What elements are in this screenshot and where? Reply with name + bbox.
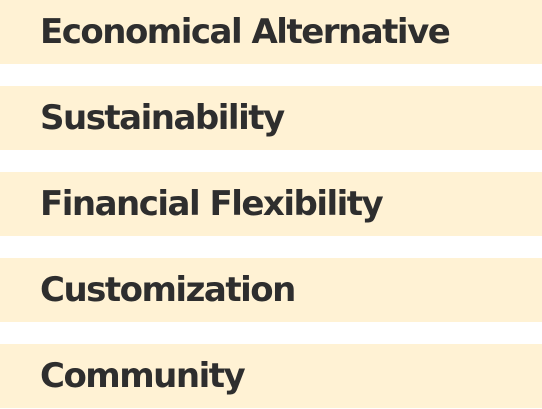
list-item-community: Community <box>0 344 542 408</box>
list-item-label: Community <box>40 356 246 396</box>
list-item-customization: Customization <box>0 258 542 322</box>
list-item-label: Economical Alternative <box>40 12 451 52</box>
list-item-economical-alternative: Economical Alternative <box>0 0 542 64</box>
list-item-label: Customization <box>40 270 296 310</box>
list-item-financial-flexibility: Financial Flexibility <box>0 172 542 236</box>
list-item-label: Sustainability <box>40 98 285 138</box>
list-item-label: Financial Flexibility <box>40 184 384 224</box>
list-item-sustainability: Sustainability <box>0 86 542 150</box>
